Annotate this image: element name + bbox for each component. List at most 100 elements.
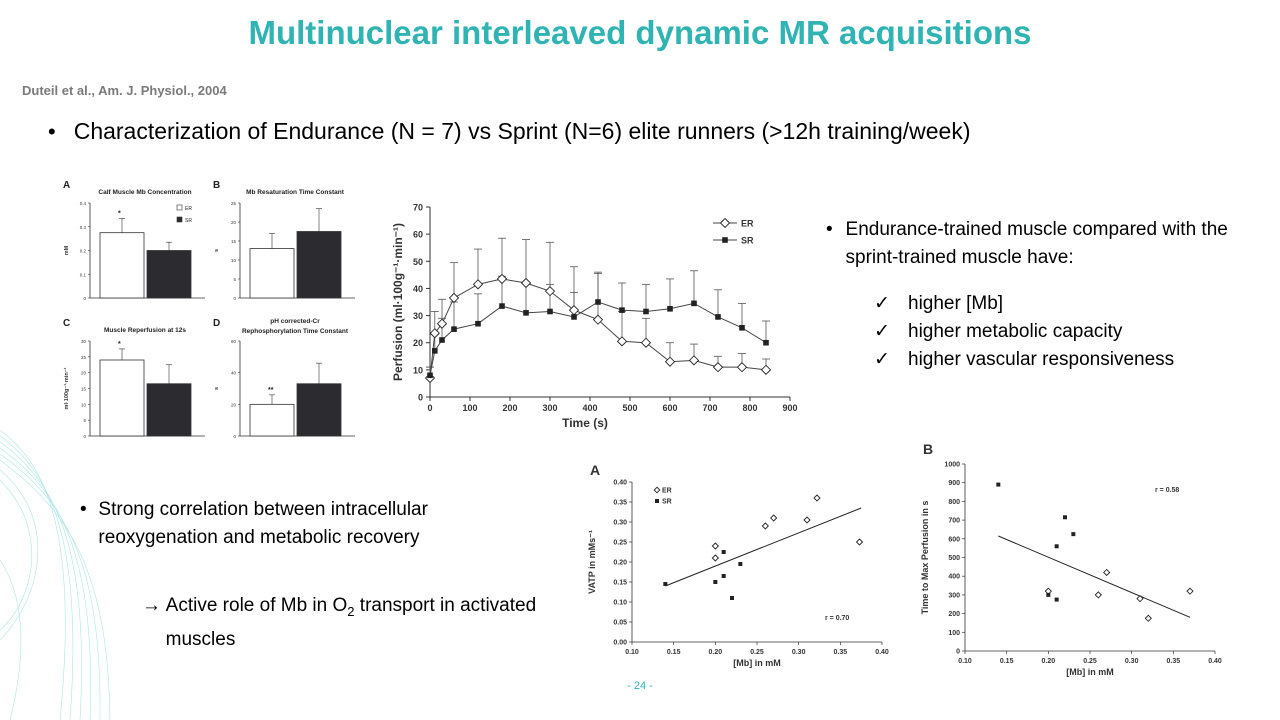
y-axis-label: s [214, 249, 220, 252]
x-tick-label: 0.30 [792, 649, 806, 656]
x-tick-label: 0.25 [1083, 658, 1097, 665]
bar [99, 359, 145, 437]
significance-mark: * [118, 341, 121, 348]
x-tick-label: 700 [702, 403, 717, 413]
bar-chart-panels: A Calf Muscle Mb Concentration 0 0.1 0.2 0.3 0… [60, 175, 360, 440]
scatter-point-sr [996, 482, 1001, 487]
finding-item: higher metabolic capacity [908, 321, 1123, 342]
scatter-point-sr [730, 596, 734, 600]
y-axis-label: s [214, 387, 220, 390]
y-tick-label: 0.30 [613, 520, 627, 527]
bar-panel-title: Mb Resaturation Time Constant [246, 189, 345, 196]
data-point-er [616, 336, 628, 347]
y-tick-label: 0 [233, 296, 236, 301]
x-tick-label: 0.10 [958, 658, 972, 665]
findings-lead-text: Endurance-trained muscle compared with t… [845, 219, 1228, 268]
bar-panel-title: pH corrected-Cr [270, 318, 320, 325]
data-point-er [436, 318, 448, 329]
panel-letter: B [923, 441, 933, 457]
x-tick-label: 0.35 [1167, 658, 1181, 665]
data-point-er [544, 286, 556, 297]
citation: Duteil et al., Am. J. Physiol., 2004 [22, 83, 227, 98]
y-tick-label: 20 [413, 338, 423, 348]
bullet-dot: • [48, 119, 56, 144]
y-axis-label: Time to Max Perfusion in s [920, 501, 930, 615]
panel-letter: B [213, 180, 220, 191]
y-tick-label: 0 [233, 434, 236, 439]
data-point-sr [451, 326, 457, 332]
y-tick-label: 0.25 [613, 540, 627, 547]
x-tick-label: 0.15 [1000, 658, 1014, 665]
scatter-point-er [803, 516, 811, 524]
data-point-er [568, 305, 580, 316]
x-axis-label: [Mb] in mM [1066, 667, 1114, 677]
x-tick-label: 400 [582, 403, 597, 413]
data-point-sr [499, 303, 505, 309]
y-tick-label: 200 [948, 611, 960, 618]
data-point-er [496, 273, 508, 285]
slide-title: Multinuclear interleaved dynamic MR acqu… [248, 14, 1032, 51]
scatter-point-er [1103, 568, 1111, 577]
scatter-chart-time-max-perfusion: B 0 100 200 300 400 500 600 700 800 900 1000 0.10 0.1… [920, 441, 1222, 677]
legend-swatch [176, 216, 183, 223]
mb-role-text-pre: Active role of Mb in O [165, 595, 348, 616]
y-tick-label: 60 [413, 230, 423, 240]
y-tick-label: 300 [948, 592, 960, 599]
data-point-sr [763, 339, 769, 346]
y-tick-label: 0.10 [613, 600, 627, 607]
x-tick-label: 900 [782, 403, 797, 413]
legend-label: SR [662, 499, 672, 506]
y-tick-label: 700 [948, 518, 960, 525]
panel-letter: A [63, 180, 70, 191]
data-point-er [640, 337, 652, 348]
scatter-point-er [813, 494, 821, 502]
y-tick-label: 30 [413, 311, 423, 321]
y-tick-label: 0 [956, 649, 960, 656]
endurance-findings: • Endurance-trained muscle compared with … [826, 216, 1246, 374]
scatter-point-sr [1046, 592, 1051, 597]
y-tick-label: 0.3 [80, 225, 87, 230]
significance-mark: ** [268, 387, 274, 394]
legend-label: SR [741, 236, 754, 246]
bar [296, 383, 342, 437]
y-tick-label: 5 [83, 418, 86, 423]
data-point-sr [715, 314, 721, 320]
scatter-point-er [770, 514, 778, 522]
y-tick-label: 900 [948, 480, 960, 487]
mb-role-text-post: transport in activated muscles [165, 595, 537, 650]
x-axis-label: Time (s) [562, 416, 608, 430]
data-point-er [664, 356, 676, 367]
data-point-er [520, 277, 532, 289]
panel-letter: A [590, 462, 600, 478]
y-tick-label: 0.4 [80, 201, 87, 206]
page-number: - 24 - [627, 680, 653, 692]
y-tick-label: 0 [83, 296, 86, 301]
data-point-sr [643, 308, 649, 315]
y-tick-label: 0.15 [613, 580, 627, 587]
bar-panel-title: Rephosphorylation Time Constant [242, 328, 349, 335]
arrow-icon: → [142, 595, 161, 616]
y-tick-label: 10 [413, 365, 423, 375]
y-tick-label: 0.35 [613, 500, 627, 507]
y-tick-label: 20 [231, 402, 237, 407]
x-tick-label: 800 [742, 403, 757, 413]
y-tick-label: 5 [233, 277, 236, 282]
data-point-sr [475, 320, 481, 327]
y-tick-label: 70 [413, 203, 423, 213]
bar [296, 231, 342, 299]
bullet-correlation: • Strong correlation between intracellula… [80, 496, 530, 552]
finding-item: higher [Mb] [908, 293, 1004, 314]
data-point-er [712, 362, 724, 373]
scatter-point-sr [738, 562, 743, 566]
x-tick-label: 0.20 [709, 649, 723, 656]
y-axis-label: Perfusion (ml·100g⁻¹·min⁻¹) [391, 223, 405, 381]
bar [249, 403, 295, 437]
panel-letter: D [213, 318, 220, 329]
x-tick-label: 0.10 [625, 649, 639, 656]
y-tick-label: 60 [231, 339, 237, 344]
y-tick-label: 0 [418, 393, 423, 403]
panel-letter: C [63, 318, 70, 329]
bullet-mb-role: → Active role of Mb in O2 transport in a… [142, 592, 542, 654]
y-tick-label: 0.1 [80, 272, 87, 277]
